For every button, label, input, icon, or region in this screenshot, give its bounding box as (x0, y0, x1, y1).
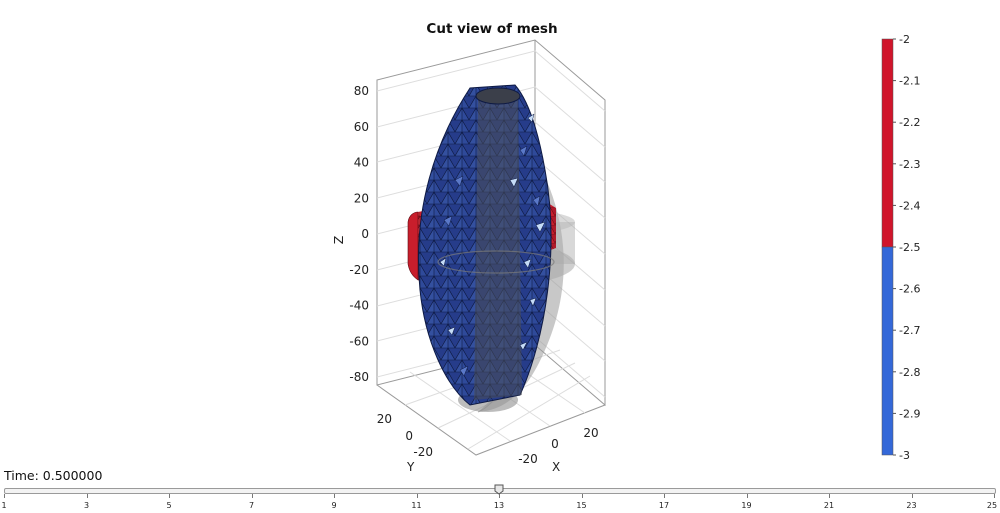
colorbar-tick-labels: -2 -2.1 -2.2 -2.3 -2.4 -2.5 -2.6 -2.7 -2.8 -2.9 -3 (893, 33, 920, 462)
colorbar-tick-label: -2.5 (899, 241, 920, 254)
x-tick-label: 20 (583, 426, 598, 440)
x-tick-label: 0 (551, 437, 559, 451)
slider-tick-mark (251, 494, 253, 498)
colorbar-tick-label: -2.6 (899, 283, 920, 296)
y-tick-label: 0 (405, 429, 413, 443)
colorbar-tick-label: -3 (899, 449, 910, 462)
slider-tick-mark (416, 494, 418, 498)
y-tick-label: 20 (377, 412, 392, 426)
colorbar-tick-label: -2.7 (899, 324, 920, 337)
slider-tick-mark (829, 494, 830, 498)
x-axis-label: X (552, 460, 560, 474)
slider-tick-label: 19 (741, 501, 752, 510)
slider-tick-label: 17 (658, 501, 670, 510)
colorbar-tick-label: -2.8 (899, 366, 920, 379)
z-tick-label: 80 (354, 84, 369, 98)
slider-tick-mark (581, 494, 583, 498)
slider-tick-label: 25 (986, 501, 998, 510)
slider-tick-mark (334, 494, 335, 498)
slider-tick-mark (169, 494, 170, 498)
colorbar-tick-label: -2.9 (899, 407, 920, 420)
z-tick-label: -60 (349, 334, 369, 348)
colorbar-tick-label: -2.4 (899, 199, 920, 212)
colorbar-upper-segment (881, 38, 894, 248)
blue-mesh-body (417, 84, 555, 406)
z-tick-labels: 80 60 40 20 0 -20 -40 -60 -80 (349, 84, 369, 384)
colorbar-lower-segment (881, 246, 894, 456)
z-tick-label: -40 (349, 299, 369, 313)
z-tick-label: 20 (354, 191, 369, 205)
slider-tick-mark (499, 494, 500, 498)
slider-tick-label: 15 (576, 501, 587, 510)
chart-title: Cut view of mesh (426, 21, 557, 37)
y-axis-label: Y (406, 460, 415, 474)
z-tick-label: 40 (354, 156, 369, 170)
slider-tick-mark (664, 494, 665, 498)
slider-tick-mark (911, 494, 913, 498)
x-tick-labels: -20 0 20 (518, 426, 598, 466)
slider-tick-label: 21 (823, 501, 835, 510)
slider-thumb[interactable] (494, 484, 504, 495)
colorbar-tick-label: -2.1 (899, 75, 920, 88)
slider-tick-label: 7 (248, 501, 255, 510)
x-tick-label: -20 (518, 452, 538, 466)
slider-tick-label: 5 (166, 501, 172, 510)
slider-tick-label: 13 (493, 501, 505, 510)
slider-tick-label: 23 (906, 501, 917, 510)
colorbar-tick-label: -2.2 (899, 116, 920, 129)
z-axis-label: Z (331, 236, 346, 245)
slider-tick-mark (4, 494, 5, 498)
slider-tick-mark (86, 494, 88, 498)
colorbar-tick-label: -2 (899, 33, 910, 46)
y-tick-labels: 20 0-20 (377, 412, 433, 459)
colorbar-tick-label: -2.3 (899, 158, 920, 171)
slider-tick-mark (746, 494, 748, 498)
z-tick-label: -20 (349, 263, 369, 277)
slider-tick-mark (994, 494, 995, 498)
slider-tick-label: 11 (411, 501, 422, 510)
slider-tick-label: 1 (1, 501, 7, 510)
slider-tick-label: 9 (331, 501, 337, 510)
y-tick-label: -20 (413, 445, 433, 459)
z-tick-label: 0 (361, 227, 369, 241)
time-label: Time: 0.500000 (4, 468, 103, 483)
z-tick-label: -80 (349, 370, 369, 384)
colorbar: -2 -2.1 -2.2 -2.3 -2.4 -2.5 -2.6 -2.7 -2.8 -2.9 -3 (881, 33, 920, 462)
z-tick-label: 60 (354, 120, 369, 134)
slider-tick-label: 3 (83, 501, 90, 510)
